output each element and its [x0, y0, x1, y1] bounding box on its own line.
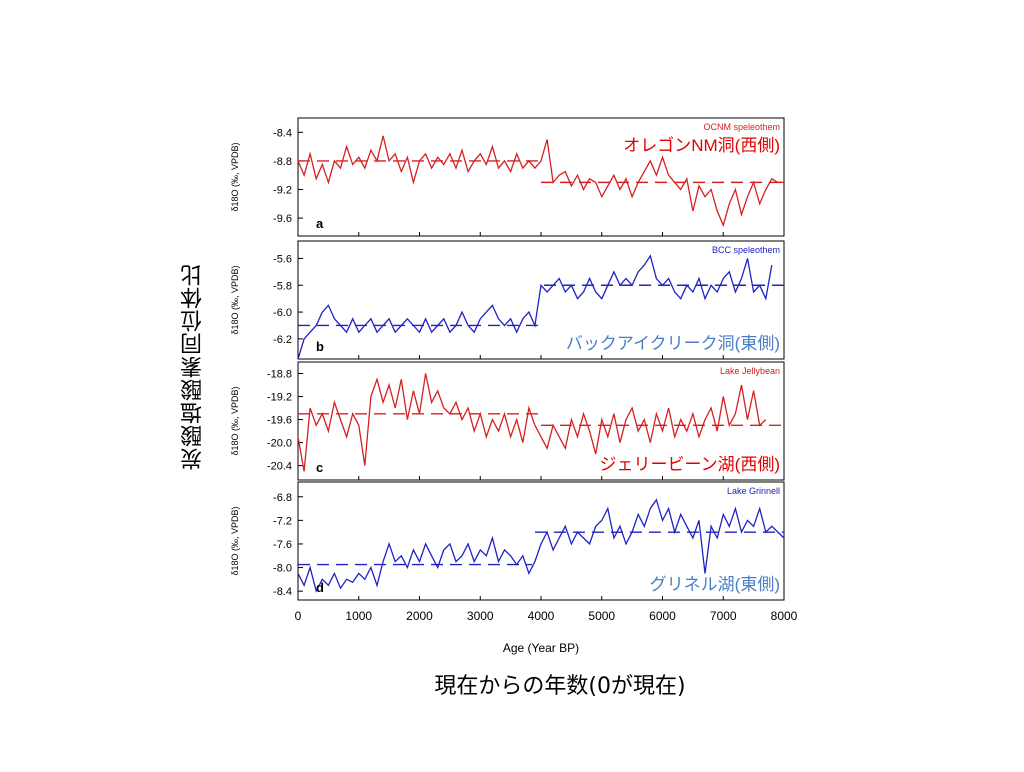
- overall-x-axis-title: 現在からの年数(0が現在): [434, 674, 686, 699]
- panel-b-ytick-label: -6.2: [273, 334, 292, 346]
- panel-d-ytick-label: -8.4: [273, 586, 292, 598]
- panel-d-letter: d: [316, 580, 324, 595]
- panel-a-ytick-label: -8.4: [273, 127, 292, 139]
- x-tick-label: 8000: [771, 609, 798, 623]
- panel-d-series-line: [297, 498, 785, 593]
- x-tick-label: 2000: [406, 609, 433, 623]
- panel-c-ylabel: δ18O (‰, VPDB): [230, 386, 240, 455]
- panel-a-letter: a: [316, 216, 324, 231]
- x-tick-label: 4000: [528, 609, 555, 623]
- panel-d-ytick-label: -7.6: [273, 539, 292, 551]
- panel-b-title: BCC speleothem: [712, 245, 780, 255]
- panel-b-ytick-label: -6.0: [273, 307, 292, 319]
- panel-c-letter: c: [316, 460, 323, 475]
- panel-d-title: Lake Grinnell: [727, 486, 780, 496]
- panel-b-ylabel: δ18O (‰, VPDB): [230, 265, 240, 334]
- panel-b-jp-label: バックアイクリーク洞(東側): [566, 334, 780, 353]
- panel-c-ytick-label: -19.6: [267, 415, 292, 427]
- panel-a-ytick-label: -9.2: [273, 185, 292, 197]
- panel-b-letter: b: [316, 339, 324, 354]
- x-tick-label: 6000: [649, 609, 676, 623]
- panel-c-ytick-label: -20.4: [267, 461, 292, 473]
- x-axis-label: Age (Year BP): [503, 641, 579, 655]
- panel-b-ytick-label: -5.6: [273, 253, 292, 265]
- panel-d-ylabel: δ18O (‰, VPDB): [230, 506, 240, 575]
- x-tick-label: 1000: [345, 609, 372, 623]
- panel-a-title: OCNM speleothem: [703, 122, 780, 132]
- overall-y-axis-title: 炭酸塩酸素同位体比: [181, 263, 206, 471]
- x-tick-label: 5000: [588, 609, 615, 623]
- panel-c-ytick-label: -20.0: [267, 438, 292, 450]
- panel-a-ytick-label: -8.8: [273, 156, 292, 168]
- panel-d-jp-label: グリネル湖(東側): [650, 575, 780, 594]
- panel-a-ytick-label: -9.6: [273, 213, 292, 225]
- panel-c-title: Lake Jellybean: [720, 366, 780, 376]
- panel-a-jp-label: オレゴンNM洞(西側): [623, 135, 780, 155]
- panel-a-series-line: [297, 135, 784, 228]
- panel-b-ytick-label: -5.8: [273, 280, 292, 292]
- panel-d-ytick-label: -8.0: [273, 563, 292, 575]
- x-tick-label: 3000: [467, 609, 494, 623]
- panel-a-ylabel: δ18O (‰, VPDB): [230, 142, 240, 211]
- panel-d-ytick-label: -7.2: [273, 515, 292, 527]
- panel-d-ytick-label: -6.8: [273, 492, 292, 504]
- panel-c-series-line: [297, 373, 767, 472]
- panel-c-ytick-label: -19.2: [267, 392, 292, 404]
- panel-c-ytick-label: -18.8: [267, 369, 292, 381]
- panel-c-jp-label: ジェリービーン湖(西側): [600, 455, 780, 474]
- x-tick-label: 7000: [710, 609, 737, 623]
- x-tick-label: 0: [295, 609, 302, 623]
